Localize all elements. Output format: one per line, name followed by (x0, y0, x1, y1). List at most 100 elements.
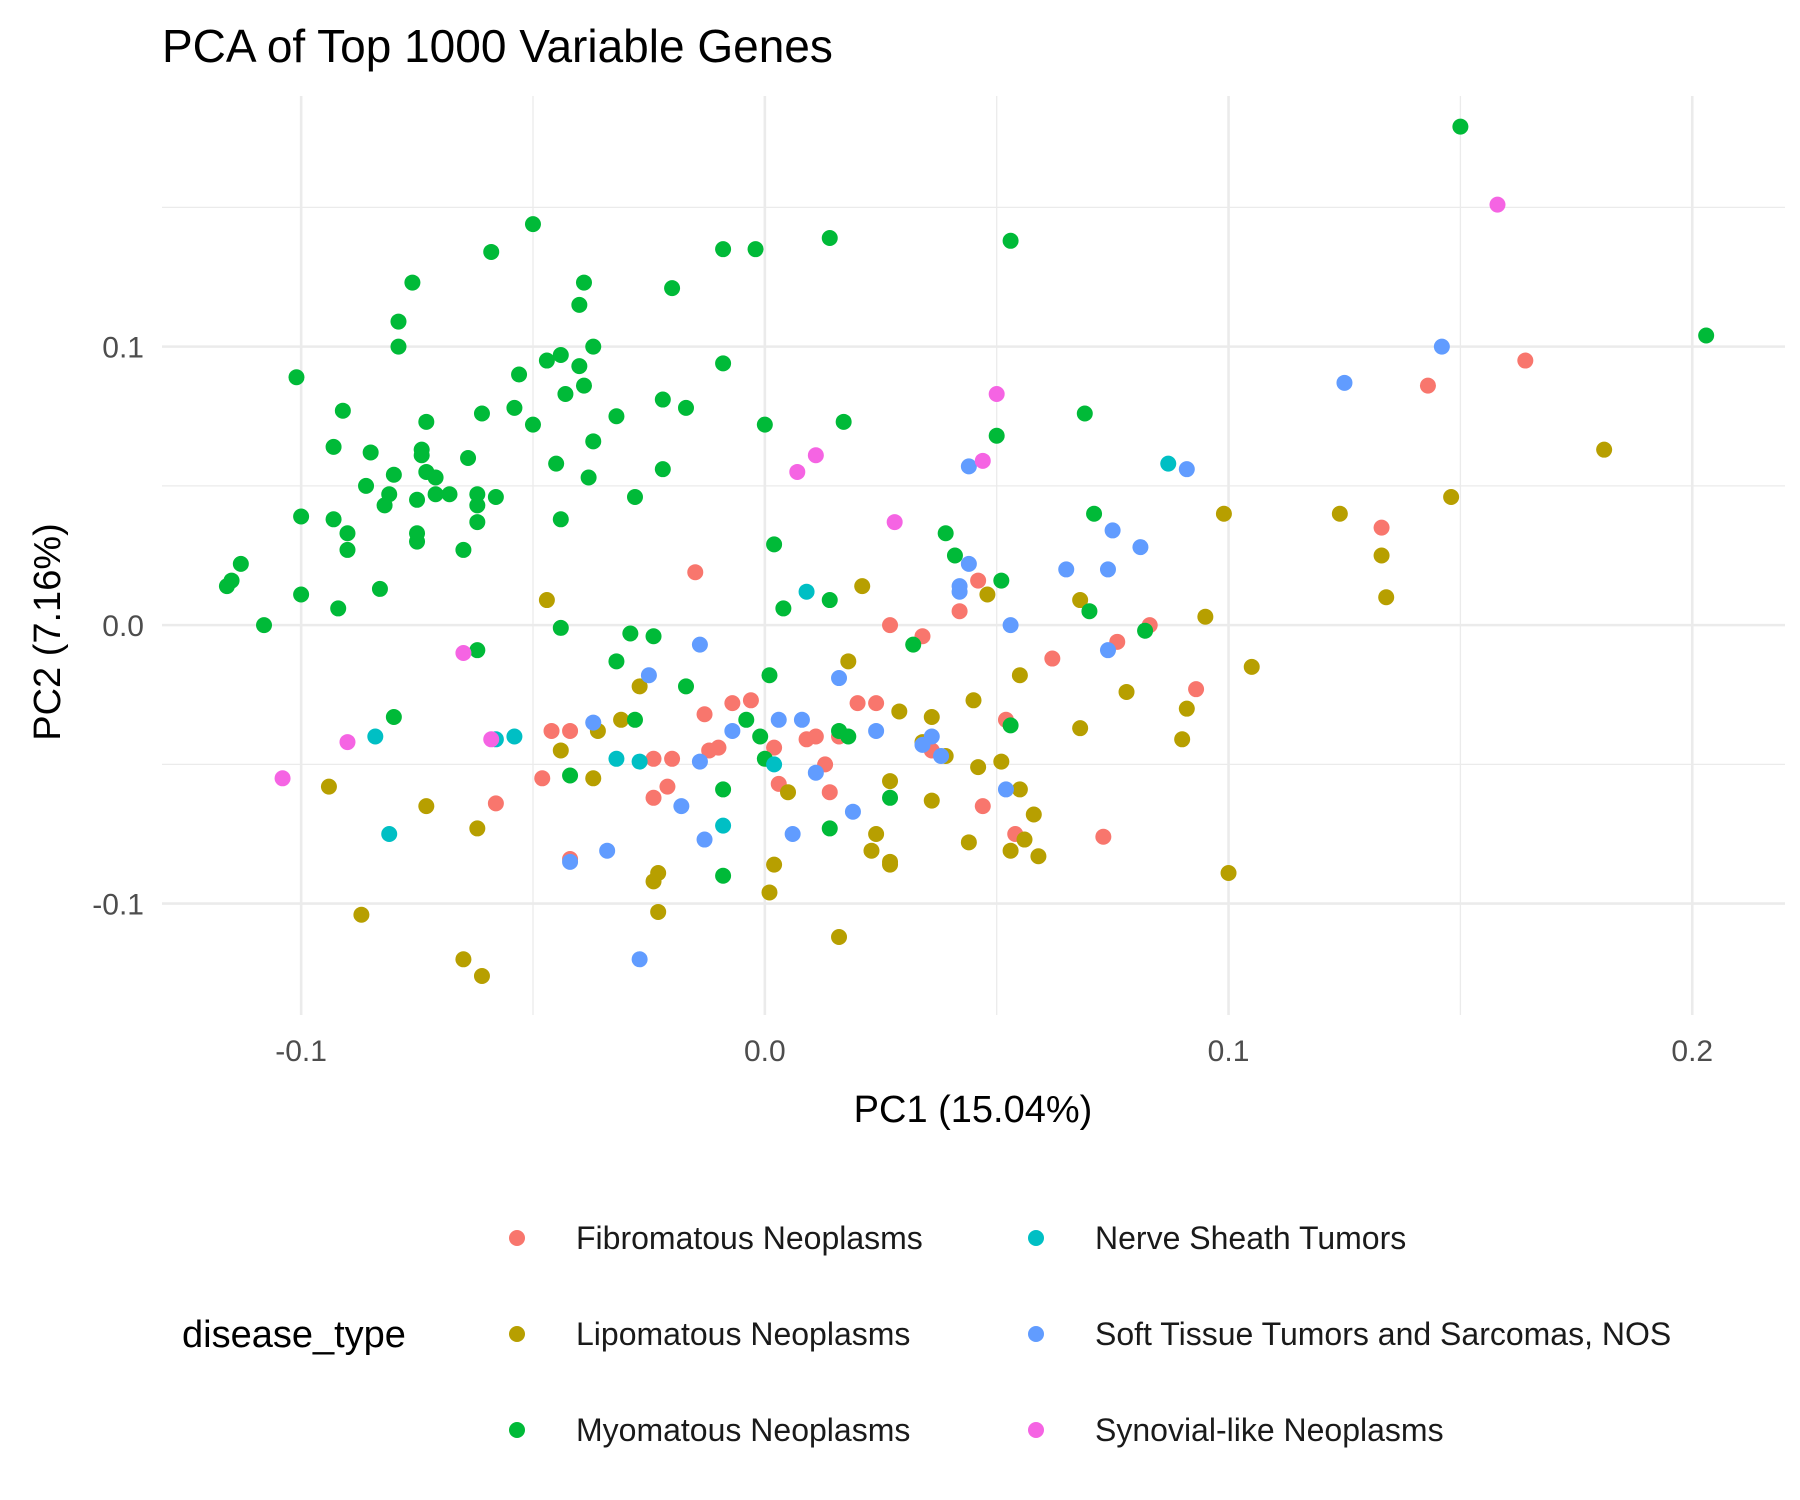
data-point (882, 789, 899, 806)
data-point (882, 773, 899, 790)
legend-key (509, 1326, 525, 1342)
data-point (677, 678, 694, 695)
legend-label: Synovial-like Neoplasms (1095, 1412, 1444, 1448)
data-point (821, 820, 838, 837)
data-point (390, 313, 407, 330)
data-point (761, 884, 778, 901)
data-point (441, 486, 458, 503)
data-point (256, 617, 273, 634)
data-point (645, 873, 662, 890)
data-point (793, 711, 810, 728)
data-point (469, 497, 486, 514)
data-point (821, 592, 838, 609)
data-point (807, 728, 824, 745)
data-point (905, 636, 922, 653)
data-point (766, 856, 783, 873)
data-point (654, 391, 671, 408)
data-point (673, 798, 690, 815)
data-point (367, 728, 384, 745)
data-point (358, 477, 375, 494)
data-point (766, 739, 783, 756)
legend-label: Myomatous Neoplasms (576, 1412, 910, 1448)
data-point (886, 514, 903, 531)
data-point (325, 438, 342, 455)
data-point (715, 241, 732, 258)
data-point (849, 695, 866, 712)
data-point (631, 753, 648, 770)
data-point (562, 853, 579, 870)
data-point (1002, 717, 1019, 734)
data-point (1433, 338, 1450, 355)
data-point (784, 825, 801, 842)
data-point (353, 906, 370, 923)
data-point (469, 486, 486, 503)
data-point (1698, 327, 1715, 344)
data-point (218, 578, 235, 595)
legend-item: Fibromatous Neoplasms (509, 1220, 923, 1256)
data-point (923, 709, 940, 726)
data-point (1099, 561, 1116, 578)
data-point (339, 541, 356, 558)
data-point (1025, 806, 1042, 823)
series-group (562, 338, 1450, 968)
data-point (1095, 828, 1112, 845)
data-point (1058, 561, 1075, 578)
data-point (585, 714, 602, 731)
data-point (1596, 441, 1613, 458)
data-point (835, 413, 852, 430)
x-tick-label: 0.2 (1671, 1035, 1713, 1068)
data-point (1002, 617, 1019, 634)
data-point (1016, 831, 1033, 848)
x-tick-label: 0.1 (1208, 1035, 1250, 1068)
data-point (831, 929, 848, 946)
data-point (362, 444, 379, 461)
data-point (780, 784, 797, 801)
data-point (840, 653, 857, 670)
data-point (511, 366, 528, 383)
data-point (715, 781, 732, 798)
series-group (320, 441, 1613, 985)
data-point (1072, 592, 1089, 609)
data-point (571, 296, 588, 313)
legend-key (509, 1230, 525, 1246)
data-point (1378, 589, 1395, 606)
data-point (1373, 519, 1390, 536)
data-point (882, 856, 899, 873)
data-point (585, 338, 602, 355)
data-point (1086, 505, 1103, 522)
data-point (1331, 505, 1348, 522)
data-point (1220, 864, 1237, 881)
data-point (821, 784, 838, 801)
data-point (868, 695, 885, 712)
data-point (770, 711, 787, 728)
data-point (882, 617, 899, 634)
grid-lines (162, 96, 1785, 1015)
data-point (789, 463, 806, 480)
data-point (1452, 118, 1469, 135)
data-point (524, 216, 541, 233)
data-point (1011, 781, 1028, 798)
y-axis-title: PC2 (7.16%) (27, 523, 69, 741)
data-point (1011, 667, 1028, 684)
data-point (409, 491, 426, 508)
series-group (274, 196, 1506, 787)
data-point (677, 399, 694, 416)
data-point (807, 447, 824, 464)
legend-key (1028, 1326, 1044, 1342)
data-point (483, 243, 500, 260)
data-point (506, 399, 523, 416)
data-point (562, 767, 579, 784)
data-point (626, 489, 643, 506)
data-point (650, 903, 667, 920)
data-point (960, 834, 977, 851)
data-point (1076, 405, 1093, 422)
data-point (988, 427, 1005, 444)
data-point (599, 842, 616, 859)
data-point (868, 722, 885, 739)
data-point (1215, 505, 1232, 522)
data-point (288, 369, 305, 386)
data-point (631, 678, 648, 695)
data-point (552, 742, 569, 759)
x-tick-label: -0.1 (275, 1035, 327, 1068)
data-point (1030, 848, 1047, 865)
